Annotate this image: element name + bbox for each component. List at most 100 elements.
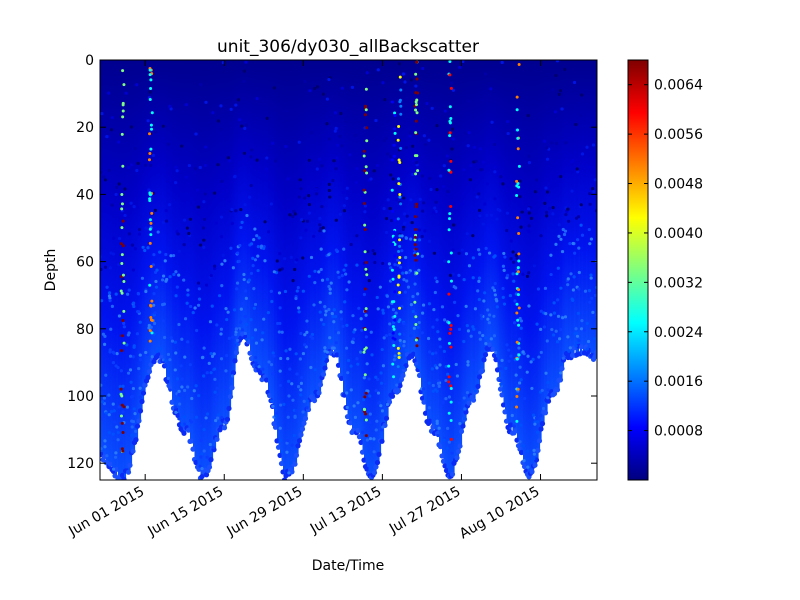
- data-point: [204, 416, 208, 420]
- profile-column: [538, 60, 541, 451]
- data-point: [509, 257, 513, 261]
- data-point: [460, 423, 466, 429]
- data-point: [451, 248, 455, 252]
- profile-column: [209, 60, 212, 468]
- data-point: [442, 318, 447, 322]
- streak-point: [413, 238, 417, 242]
- data-point: [303, 343, 307, 347]
- streak-point: [413, 235, 417, 239]
- data-point: [183, 317, 188, 321]
- data-point: [574, 122, 578, 127]
- data-point: [126, 371, 131, 375]
- data-point: [499, 392, 505, 398]
- data-point: [119, 441, 124, 445]
- data-point: [568, 241, 572, 246]
- data-point: [495, 217, 499, 221]
- data-point: [117, 405, 121, 409]
- data-point: [472, 358, 476, 362]
- profile-column: [269, 60, 272, 396]
- data-point: [518, 365, 522, 369]
- profile-column: [164, 60, 167, 366]
- profile-column: [148, 60, 151, 378]
- data-point: [381, 311, 385, 315]
- data-point: [385, 402, 390, 407]
- streak-point: [149, 303, 152, 307]
- streak-point: [515, 302, 519, 306]
- data-point: [474, 159, 478, 163]
- data-point: [545, 190, 550, 194]
- data-point: [414, 161, 419, 165]
- data-point: [539, 234, 543, 238]
- data-point: [226, 310, 230, 314]
- plot-frame: [99, 59, 598, 481]
- profile-column: [413, 60, 416, 355]
- profile-column: [262, 60, 265, 380]
- data-point: [432, 210, 436, 214]
- profile-column: [241, 60, 244, 339]
- streak-point: [120, 403, 124, 407]
- data-point: [420, 234, 424, 239]
- data-point: [143, 188, 148, 192]
- data-point: [570, 189, 574, 193]
- streak-point: [399, 202, 403, 206]
- profile-column: [563, 60, 566, 361]
- data-point: [389, 393, 396, 399]
- data-point: [125, 343, 129, 347]
- data-point: [410, 351, 417, 357]
- data-point: [289, 469, 295, 475]
- data-point: [320, 205, 324, 209]
- streak-point: [149, 123, 153, 127]
- data-point: [317, 382, 324, 388]
- data-point: [450, 81, 454, 85]
- profile-column: [205, 60, 208, 471]
- profile-column: [134, 60, 137, 443]
- data-point: [310, 332, 315, 337]
- data-point: [334, 167, 338, 171]
- data-point: [505, 343, 509, 347]
- streak-point: [149, 316, 153, 320]
- profile-column: [272, 60, 275, 407]
- profile-column: [275, 60, 278, 428]
- data-point: [376, 377, 380, 381]
- data-point: [219, 104, 223, 108]
- profile-column: [133, 60, 136, 452]
- data-point: [153, 321, 157, 326]
- colorbar-tick-label: 0.0048: [654, 177, 703, 193]
- profile-column: [202, 60, 205, 477]
- data-point: [507, 348, 511, 352]
- data-point: [230, 370, 237, 376]
- data-point: [423, 229, 427, 233]
- data-point: [215, 393, 219, 397]
- data-point: [540, 388, 544, 393]
- data-point: [243, 126, 247, 131]
- data-point: [498, 209, 502, 213]
- data-point: [253, 302, 258, 307]
- profile-column: [112, 60, 115, 470]
- profile-column: [523, 60, 526, 463]
- data-point: [559, 174, 563, 179]
- data-point: [186, 385, 190, 389]
- profile-column: [145, 60, 148, 386]
- profile-column: [544, 60, 547, 413]
- data-point: [236, 98, 241, 102]
- data-point: [243, 331, 247, 336]
- data-point: [557, 234, 561, 238]
- data-point: [425, 101, 429, 106]
- data-point: [497, 386, 504, 392]
- data-point: [362, 292, 367, 297]
- data-point: [140, 390, 147, 396]
- profile-column: [220, 60, 223, 430]
- data-point: [299, 331, 303, 336]
- data-point: [396, 263, 400, 267]
- data-point: [199, 473, 205, 480]
- data-point: [134, 429, 138, 433]
- data-point: [183, 388, 187, 393]
- profile-column: [386, 60, 389, 419]
- data-point: [421, 387, 426, 391]
- data-point: [236, 338, 240, 342]
- data-point: [480, 168, 484, 172]
- data-point: [180, 385, 184, 389]
- data-point: [213, 267, 217, 271]
- data-point: [585, 321, 589, 326]
- data-point: [381, 81, 385, 85]
